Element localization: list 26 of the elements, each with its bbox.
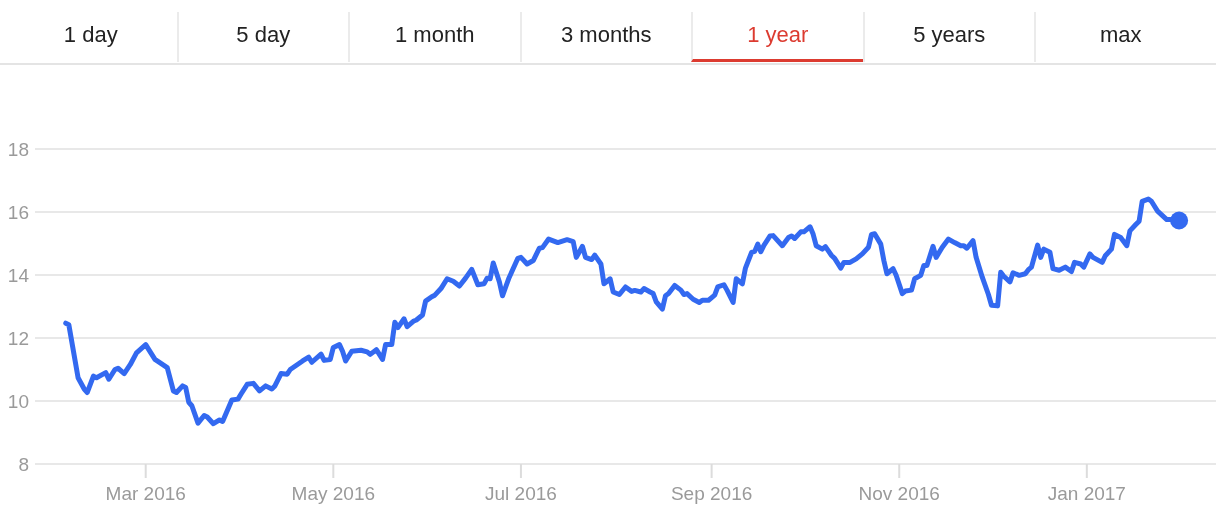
x-tick-label: Sep 2016 <box>670 483 753 505</box>
x-tick-label: Nov 2016 <box>858 483 940 505</box>
category-label: max <box>1099 22 1142 47</box>
category-label: 3 months <box>561 22 652 47</box>
x-tick-label: Jan 2017 <box>1047 483 1126 505</box>
tab[interactable]: 1 day <box>5 12 177 62</box>
category-label: 1 month <box>395 22 475 47</box>
y-tick-label: 18 <box>7 138 29 160</box>
y-tick-label: 12 <box>7 327 29 349</box>
tab[interactable]: max <box>1034 12 1206 62</box>
x-tick-label: Mar 2016 <box>105 483 186 505</box>
category-label: 5 years <box>913 22 986 47</box>
category-label: 1 year <box>747 22 809 47</box>
tab[interactable]: 5 years <box>862 12 1034 62</box>
category-label: 5 day <box>236 22 291 47</box>
category-label: 1 day <box>63 22 118 47</box>
y-tick-label: 10 <box>7 390 29 412</box>
tab[interactable]: 5 day <box>176 12 348 62</box>
y-tick-label: 8 <box>18 453 29 475</box>
x-tick-label: Jul 2016 <box>485 483 557 505</box>
tab[interactable]: 3 months <box>519 12 691 62</box>
tab[interactable]: 1 month <box>348 12 520 62</box>
tab[interactable]: 1 year <box>691 12 863 62</box>
y-tick-label: 14 <box>7 264 30 286</box>
x-tick-label: May 2016 <box>291 483 376 505</box>
y-tick-label: 16 <box>7 201 29 223</box>
